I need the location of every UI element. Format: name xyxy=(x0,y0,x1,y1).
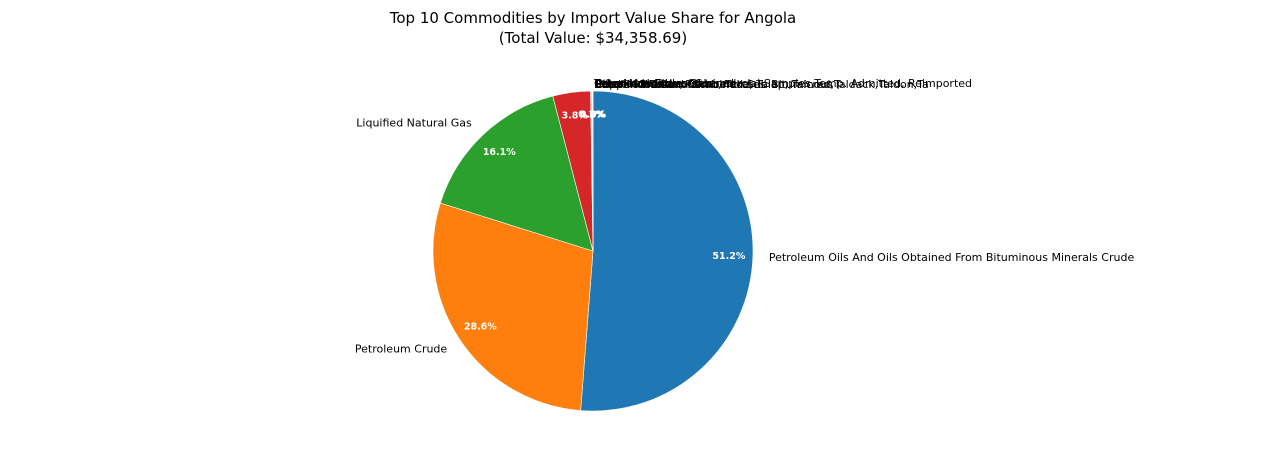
pie-slice xyxy=(439,95,594,252)
slice-labels: Petroleum Oils And Oils Obtained From Bi… xyxy=(355,116,1135,355)
slice-percent-label: 0.1% xyxy=(578,110,605,121)
slice-label: Liquified Natural Gas xyxy=(356,116,472,129)
slice-percent-label: 16.1% xyxy=(483,147,516,158)
small-slice-label: Copper Ores And Concentrates xyxy=(595,78,766,91)
slice-percent-labels: 51.2%28.6%16.1%3.8%0.1%0.1%0.0%0.0%0.0%0… xyxy=(464,110,746,333)
small-slice-label: Crude Oil Tabor, Takab, Take, Talap, Tal… xyxy=(595,78,929,91)
overlapping-small-slice-labels: Other Moveables, Commercial Samples,Temp… xyxy=(593,77,972,91)
chart-subtitle: (Total Value: $34,358.69) xyxy=(499,29,687,47)
slice-percent-label: 0.0% xyxy=(579,110,606,121)
small-slice-label: Petroleum Coke, Calcined xyxy=(596,77,737,90)
slice-percent-label: 0.1% xyxy=(579,110,606,121)
small-slice-label: Paraffin Waxes xyxy=(596,78,677,91)
slice-label: Petroleum Oils And Oils Obtained From Bi… xyxy=(769,251,1135,264)
slice-percent-label: 0.0% xyxy=(579,110,606,121)
small-slice-label: Tobacco Unmanufactured xyxy=(593,77,734,90)
slice-percent-label: 0.0% xyxy=(580,110,607,121)
slice-percent-label: 0.0% xyxy=(580,110,607,121)
small-slice-label: Petroleum Bitumen xyxy=(595,77,701,90)
pie-slice xyxy=(580,90,754,412)
slice-percent-label: 51.2% xyxy=(712,251,745,262)
chart-title: Top 10 Commodities by Import Value Share… xyxy=(389,9,797,27)
slice-percent-label: 28.6% xyxy=(464,322,497,333)
slice-label: Petroleum Crude xyxy=(355,343,447,356)
pie-slices xyxy=(432,90,754,412)
small-slice-label: Other Moveables, Commercial Samples,Temp… xyxy=(594,77,972,90)
pie-slice xyxy=(432,202,594,411)
small-slice-label: Bituminous Coal Combined Sub Bituminous xyxy=(594,78,833,91)
slice-percent-label: 3.8% xyxy=(562,111,589,122)
